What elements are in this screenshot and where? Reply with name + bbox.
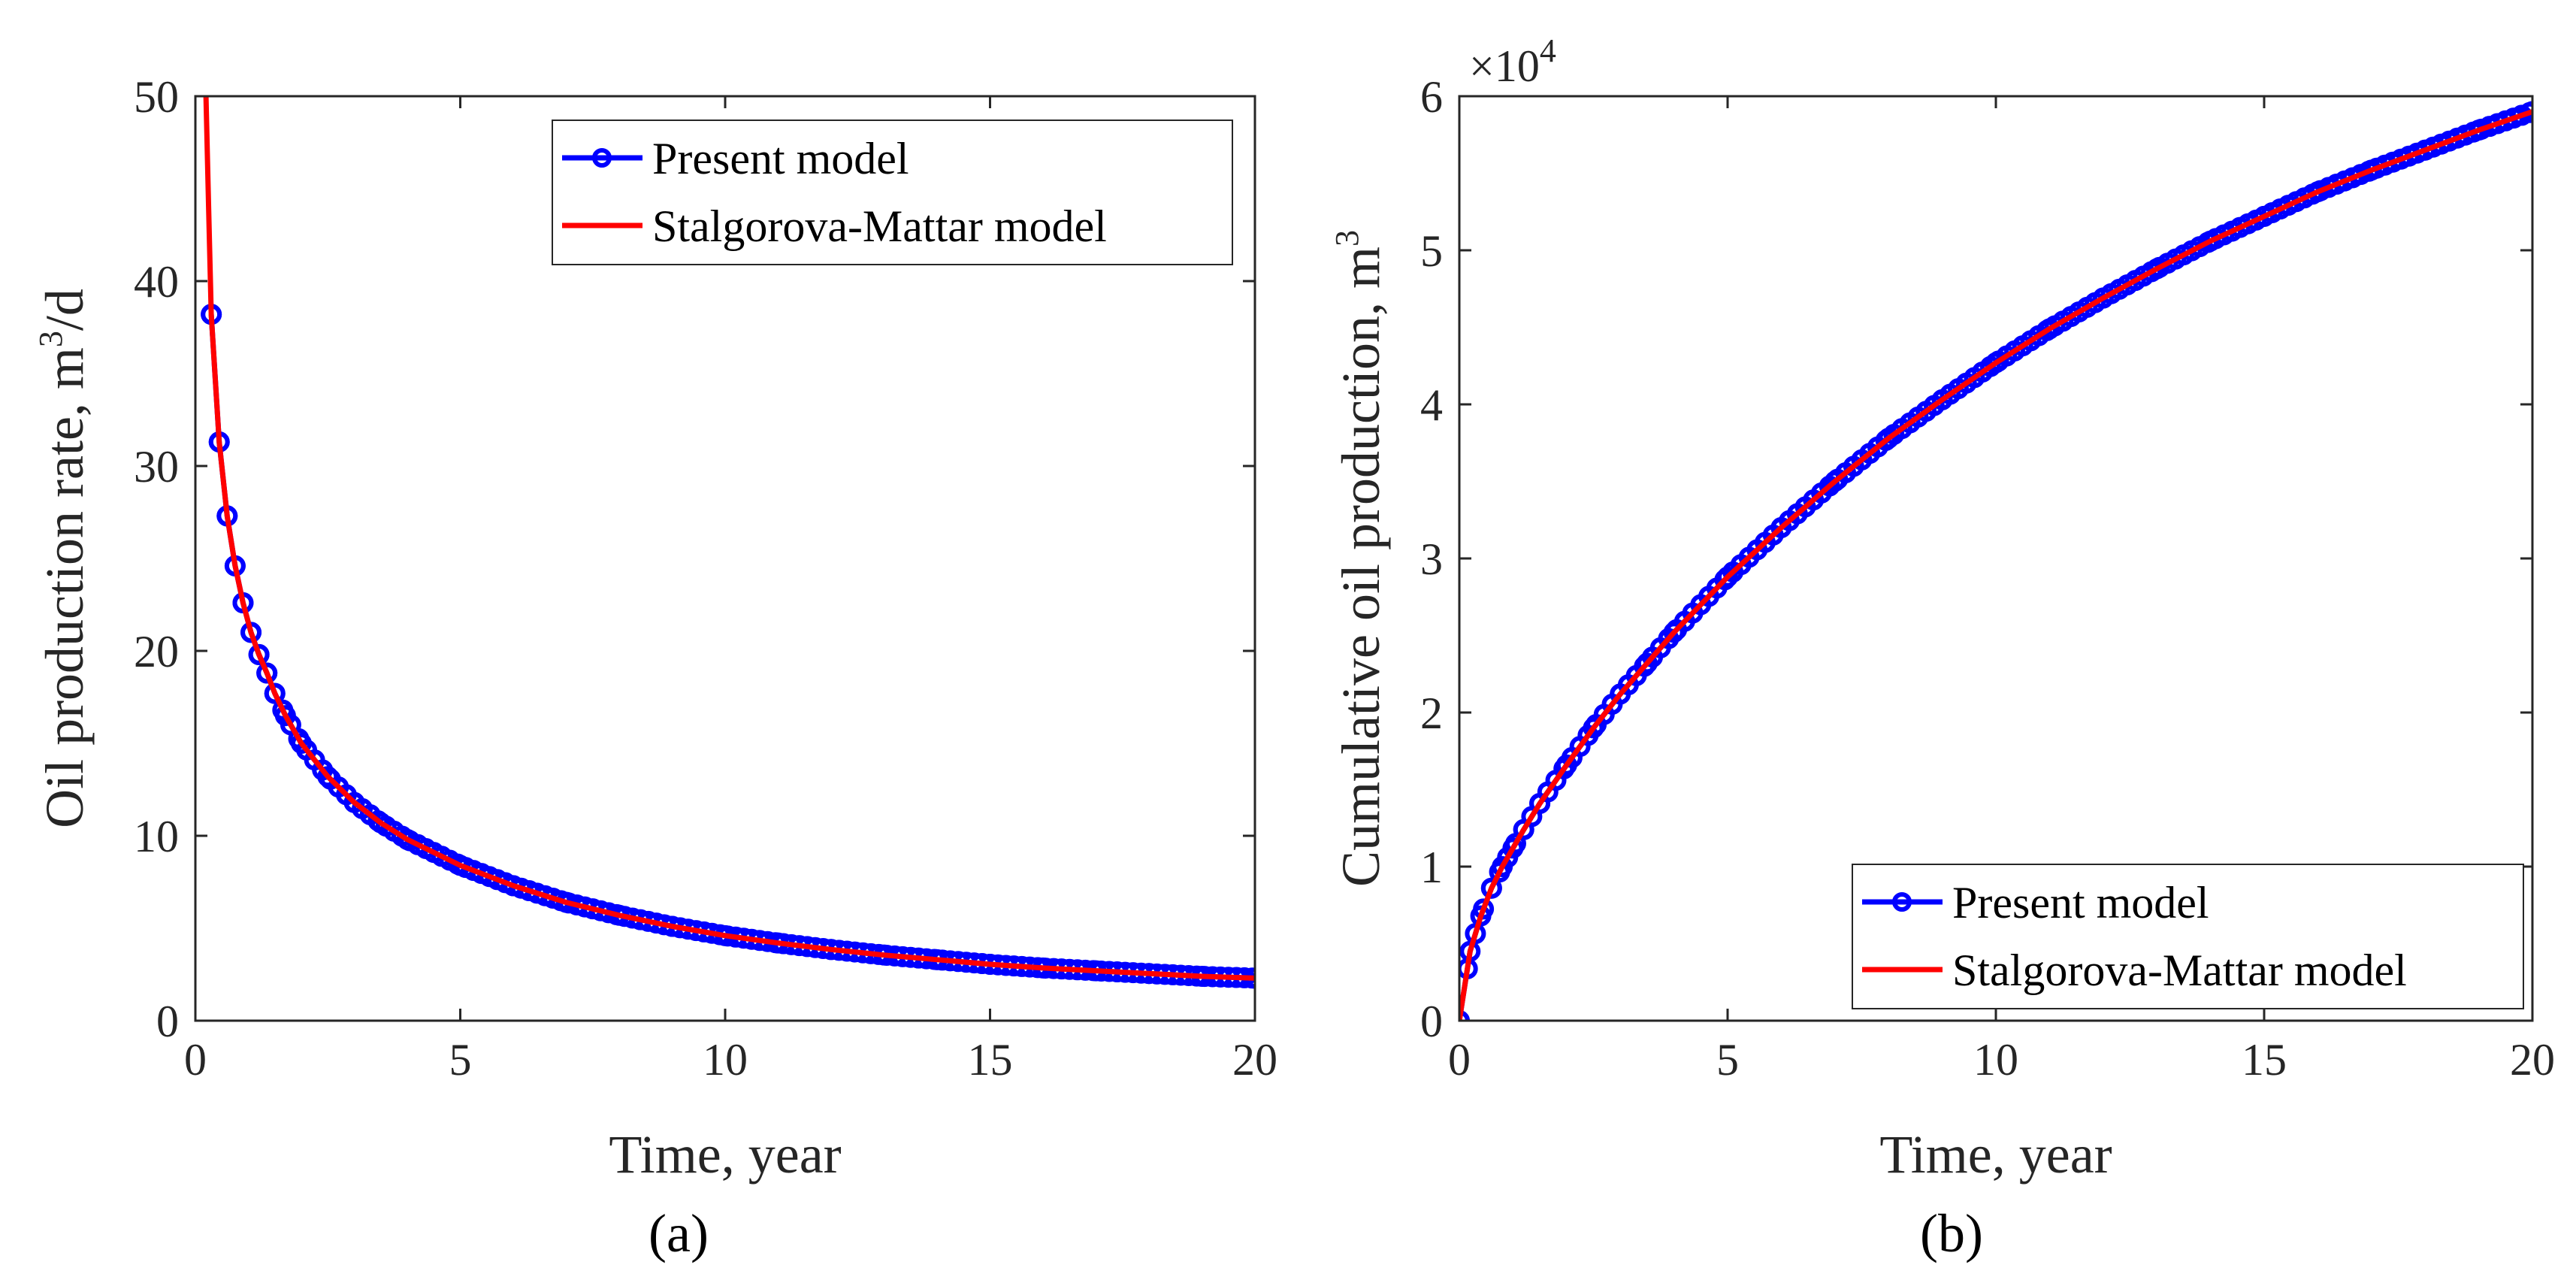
panel-b-label: (b) xyxy=(1920,1203,1983,1263)
panel-a-stalgorova-line xyxy=(203,96,1255,981)
panel-a-ylabel-tail: /d xyxy=(35,289,95,331)
panel-a: 0 5 10 15 20 0 10 20 30 40 50 Time, year Oil produ… xyxy=(32,72,1277,1263)
panel-b-legend: Present model Stalgorova-Mattar model xyxy=(1852,864,2524,1009)
panel-b-present-point xyxy=(2522,101,2532,123)
panel-a-legend-label-stalgorova: Stalgorova-Mattar model xyxy=(652,201,1107,251)
panel-b-ylabel-main: Cumulative oil production, m xyxy=(1331,247,1391,887)
panel-b-present-marker xyxy=(2519,101,2532,123)
panel-b-ytick-label-2: 2 xyxy=(1420,688,1443,738)
panel-a-legend-label-present: Present model xyxy=(652,134,909,183)
panel-b-legend-box xyxy=(1852,864,2524,1009)
panel-a-legend: Present model Stalgorova-Mattar model xyxy=(552,120,1233,265)
panel-a-ytick-label-0: 0 xyxy=(156,997,179,1046)
panel-a-xlabel: Time, year xyxy=(609,1124,841,1185)
panel-b-ytick-label-3: 3 xyxy=(1420,534,1443,584)
panel-b-present-marker xyxy=(1480,877,1502,899)
panel-b-ytick-label-4: 4 xyxy=(1420,380,1443,430)
panel-b-ytick-label-6: 6 xyxy=(1420,72,1443,122)
panel-a-xtick-label-15: 15 xyxy=(968,1035,1013,1085)
panel-b-series-group xyxy=(1459,101,2532,1021)
panel-b-ylabel-sup: 3 xyxy=(1329,230,1365,247)
panel-b-multiplier-base: ×10 xyxy=(1469,41,1540,91)
panel-b-xtick-label-0: 0 xyxy=(1448,1035,1471,1085)
panel-b-ticks: 0 5 10 15 20 0 1 2 3 4 5 6 xyxy=(1420,72,2555,1085)
panel-b-xlabel: Time, year xyxy=(1879,1124,2112,1185)
panel-b-xtick-label-15: 15 xyxy=(2242,1035,2287,1085)
panel-a-xtick-label-10: 10 xyxy=(703,1035,748,1085)
panel-b-plot xyxy=(1459,101,2532,1021)
panel-b-ylabel: Cumulative oil production, m3 xyxy=(1329,230,1391,887)
panel-a-present-line xyxy=(208,314,1255,981)
panel-b-xtick-label-10: 10 xyxy=(1973,1035,2018,1085)
panel-b-ytick-label-1: 1 xyxy=(1420,843,1443,892)
panel-a-ticks: 0 5 10 15 20 0 10 20 30 40 50 xyxy=(134,72,1277,1085)
panel-b-present-markers xyxy=(1459,101,2532,1021)
panel-a-label: (a) xyxy=(649,1203,709,1263)
panel-b-multiplier: ×104 xyxy=(1469,32,1556,91)
panel-a-legend-box xyxy=(552,120,1233,265)
panel-a-ytick-label-20: 20 xyxy=(134,627,179,676)
panel-a-xtick-label-0: 0 xyxy=(184,1035,207,1085)
panel-a-series-group xyxy=(201,96,1255,989)
panel-a-plot xyxy=(201,96,1255,989)
panel-a-legend-marker-present xyxy=(592,148,612,168)
panel-a-present-markers xyxy=(201,304,1255,989)
panel-b-legend-label-stalgorova: Stalgorova-Mattar model xyxy=(1952,946,2407,995)
panel-b-ytick-label-0: 0 xyxy=(1420,997,1443,1046)
panel-a-ytick-label-10: 10 xyxy=(134,812,179,861)
panel-a-present-marker xyxy=(248,643,270,665)
panel-b-multiplier-exp: 4 xyxy=(1540,32,1556,69)
panel-a-ylabel-sup: 3 xyxy=(32,331,69,347)
panel-b-stalgorova-line xyxy=(1459,109,2532,1021)
panel-a-ylabel-main: Oil production rate, m xyxy=(35,347,95,828)
panel-a-ylabel: Oil production rate, m3/d xyxy=(32,289,95,828)
panel-a-xtick-label-5: 5 xyxy=(449,1035,472,1085)
panel-a-xtick-label-20: 20 xyxy=(1232,1035,1277,1085)
panel-b-legend-marker-present xyxy=(1892,892,1912,912)
panel-a-ytick-label-30: 30 xyxy=(134,442,179,492)
panel-b-present-marker xyxy=(1473,898,1495,920)
panel-b-xtick-label-20: 20 xyxy=(2510,1035,2555,1085)
panel-b-xtick-label-5: 5 xyxy=(1716,1035,1739,1085)
panel-a-present-marker xyxy=(264,682,286,704)
panel-a-present-marker xyxy=(256,662,278,684)
panel-a-ytick-label-50: 50 xyxy=(134,72,179,122)
panel-a-ytick-label-40: 40 xyxy=(134,257,179,307)
panel-b-ytick-label-5: 5 xyxy=(1420,226,1443,276)
panel-b-legend-label-present: Present model xyxy=(1952,878,2209,927)
